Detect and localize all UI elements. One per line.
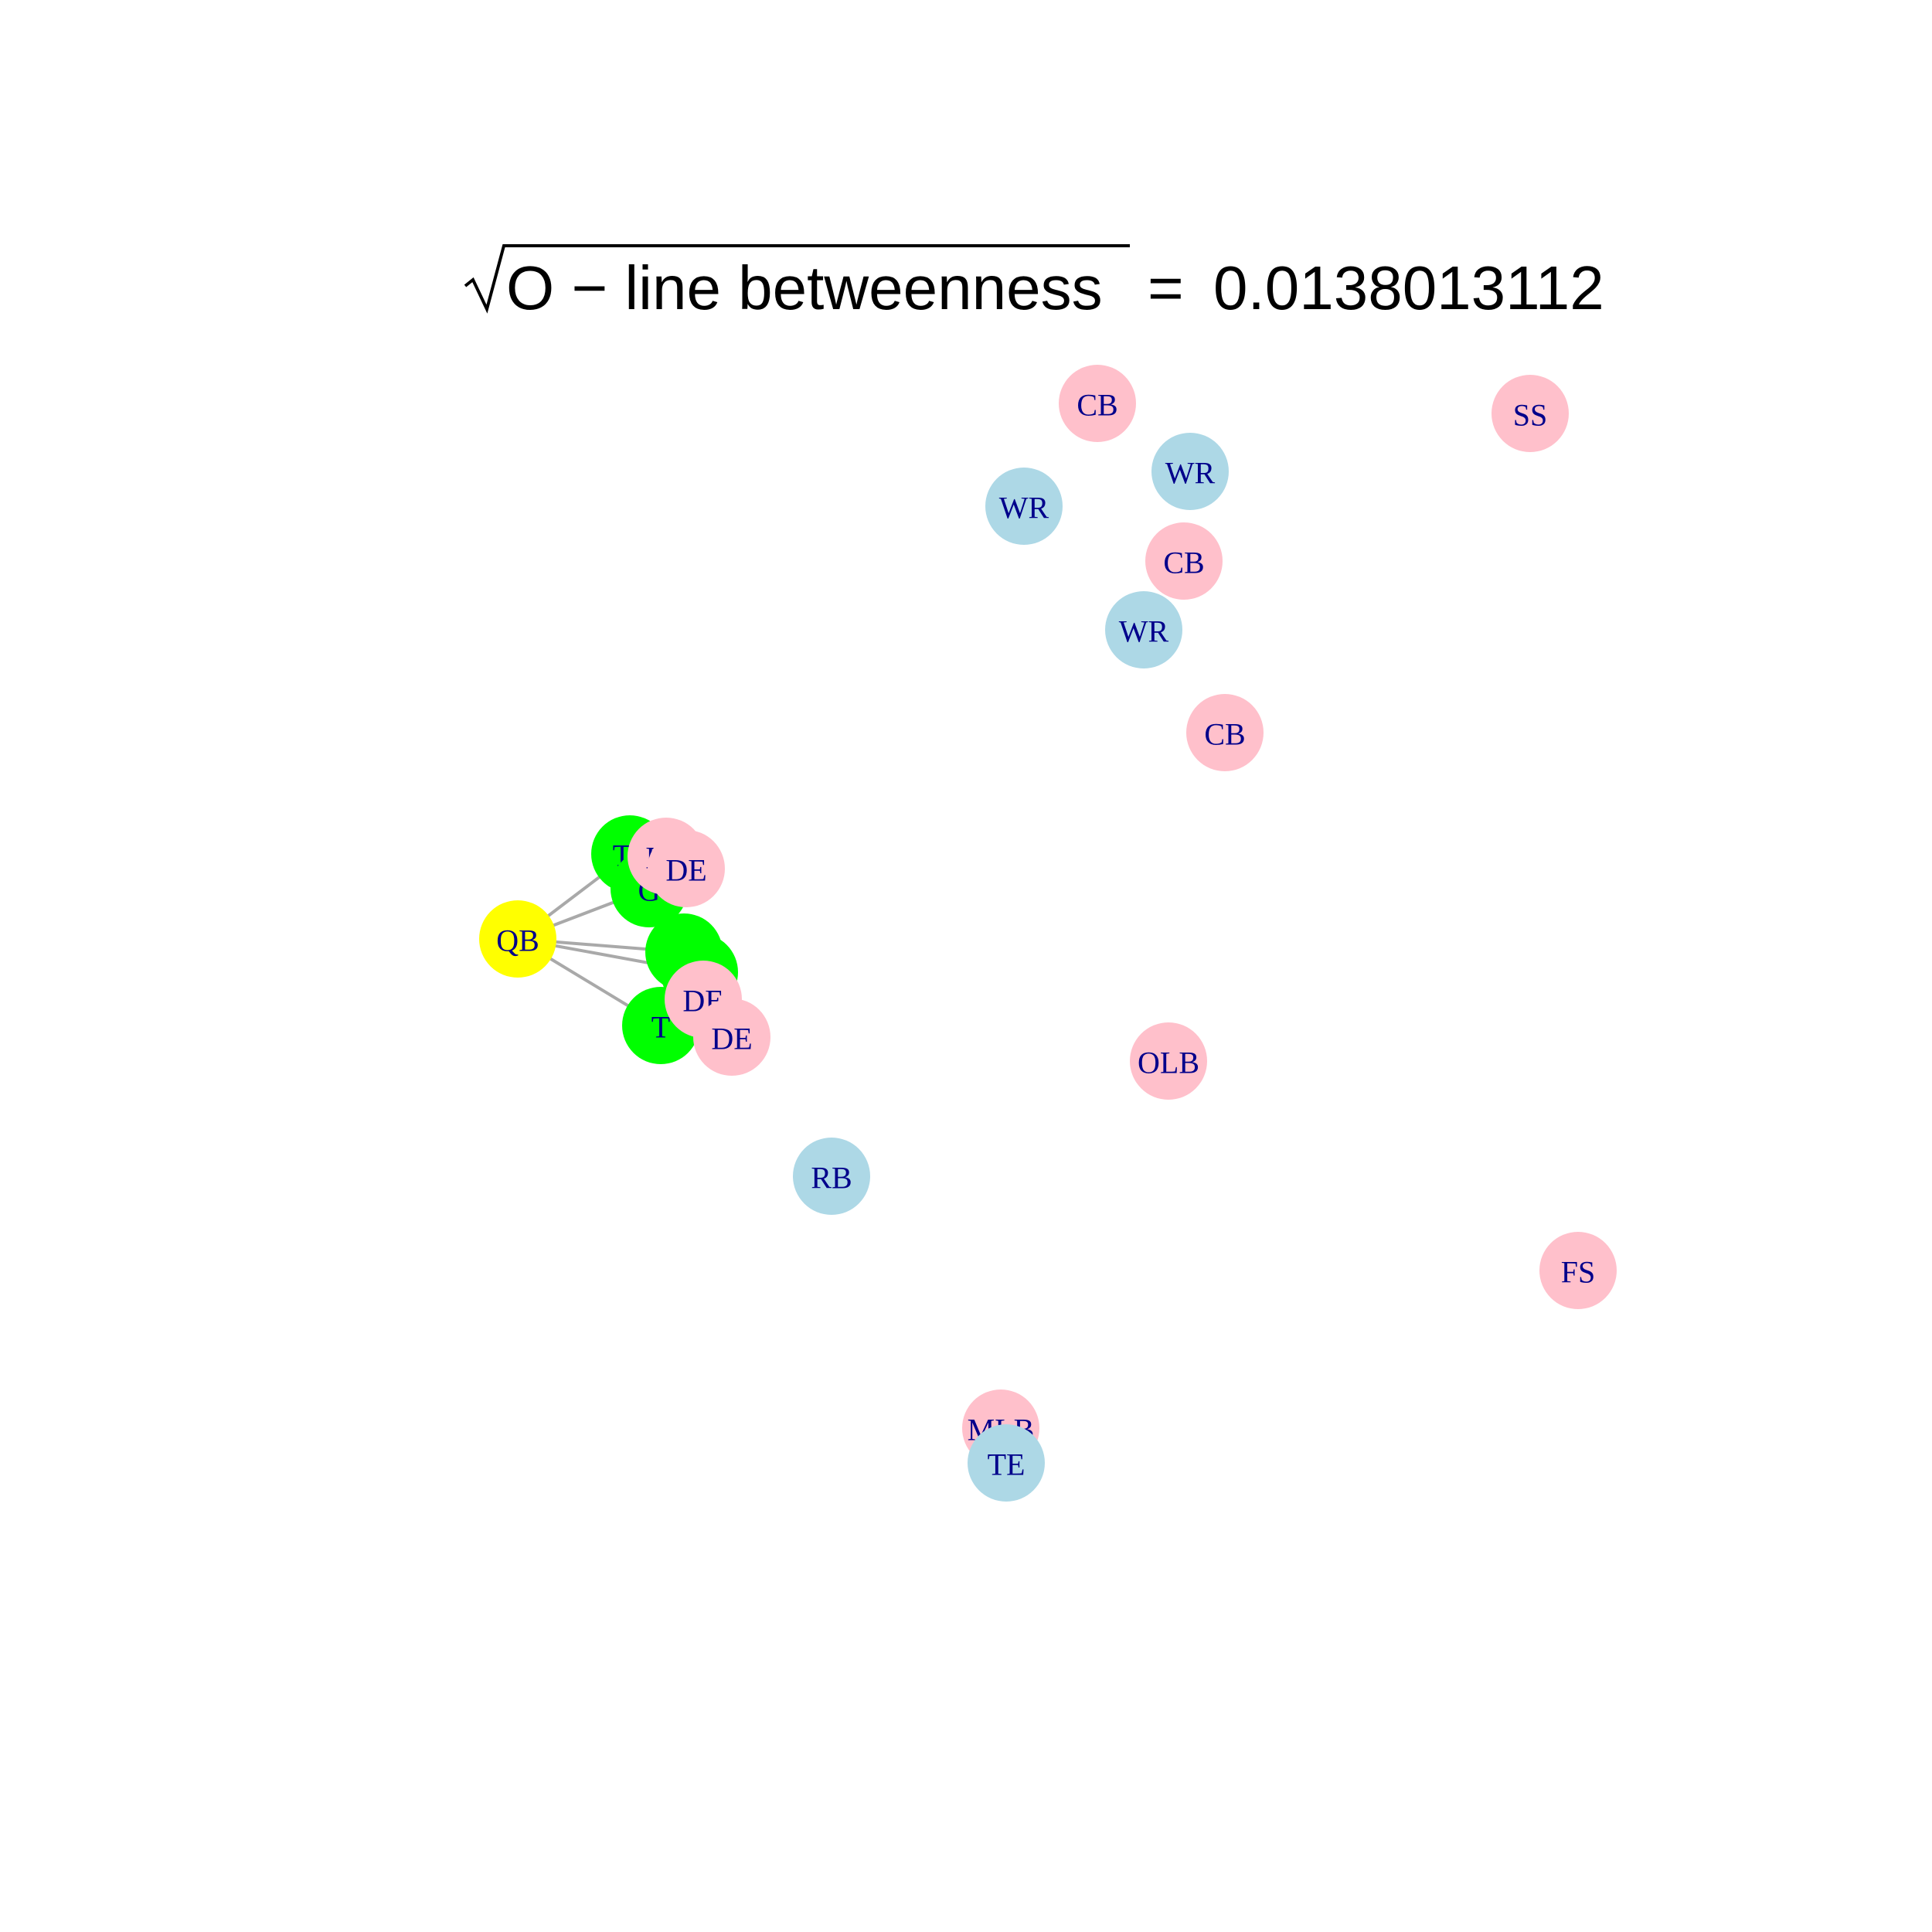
node-cb2: CB xyxy=(1145,522,1223,600)
node-circle xyxy=(1130,1022,1207,1100)
node-circle xyxy=(793,1138,870,1215)
node-label: WR xyxy=(1165,456,1216,491)
node-wr2: WR xyxy=(985,468,1063,545)
node-wr1: WR xyxy=(1151,433,1229,510)
node-cb3: CB xyxy=(1186,694,1264,771)
node-de3: DE xyxy=(693,998,770,1076)
node-circle xyxy=(1186,694,1264,771)
node-label: DE xyxy=(665,853,706,888)
node-circle xyxy=(1059,365,1136,442)
node-label: SS xyxy=(1513,398,1548,433)
node-circle xyxy=(1105,591,1182,668)
node-label: OLB xyxy=(1138,1046,1199,1080)
title-equals: = xyxy=(1148,253,1184,322)
node-label: DE xyxy=(711,1022,752,1056)
node-circle xyxy=(479,900,556,978)
node-rb: RB xyxy=(793,1138,870,1215)
node-label: QB xyxy=(496,923,539,958)
node-te: TE xyxy=(968,1424,1045,1502)
node-label: WR xyxy=(1119,614,1169,649)
node-qb: QB xyxy=(479,900,556,978)
node-ss: SS xyxy=(1492,375,1569,452)
node-circle xyxy=(968,1424,1045,1502)
node-circle xyxy=(1492,375,1569,452)
node-label: CB xyxy=(1077,388,1117,423)
node-olb: OLB xyxy=(1130,1022,1207,1100)
node-cb1: CB xyxy=(1059,365,1136,442)
node-label: RB xyxy=(811,1161,852,1196)
node-label: FS xyxy=(1561,1255,1596,1290)
node-circle xyxy=(1151,433,1229,510)
plot-title: O − line betweenness = 0.0138013112 xyxy=(464,244,1604,322)
node-wr3: WR xyxy=(1105,591,1182,668)
title-radicand: O − line betweenness xyxy=(506,253,1103,322)
node-label: CB xyxy=(1163,546,1204,580)
node-label: TE xyxy=(988,1447,1026,1482)
node-circle xyxy=(1145,522,1223,600)
node-label: WR xyxy=(999,491,1049,526)
node-label: T xyxy=(651,1010,670,1045)
radical-sign xyxy=(464,244,1130,314)
node-fs: FS xyxy=(1539,1232,1617,1309)
node-layer: SSCBWRWRCBWRCBOLBRBFSMLBTEQBTGCGTDTDEDED… xyxy=(479,365,1617,1502)
node-circle xyxy=(693,998,770,1076)
title-value: 0.0138013112 xyxy=(1213,253,1604,322)
node-circle xyxy=(1539,1232,1617,1309)
node-label: CB xyxy=(1204,717,1245,752)
node-de1: DE xyxy=(648,830,725,907)
node-circle xyxy=(648,830,725,907)
node-circle xyxy=(985,468,1063,545)
